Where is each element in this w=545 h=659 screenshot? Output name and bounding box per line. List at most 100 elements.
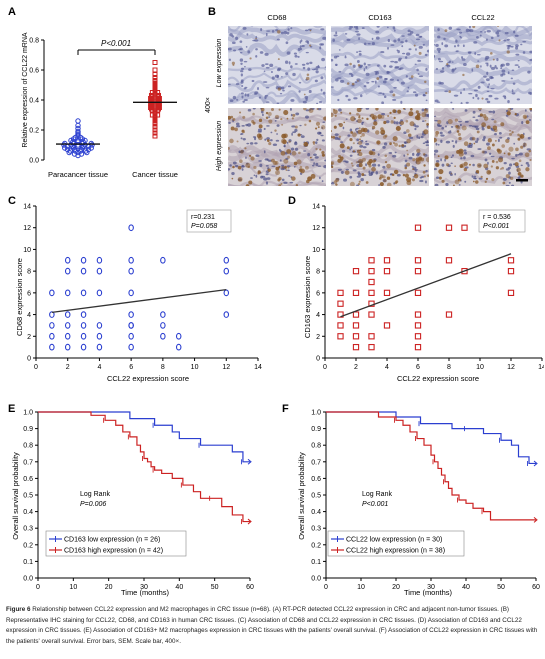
curve-end-marker — [247, 458, 252, 465]
data-point — [337, 322, 344, 329]
y-tick-label: 0 — [27, 356, 31, 363]
y-tick-label: 2 — [27, 334, 31, 341]
data-point — [368, 343, 375, 351]
data-point — [352, 289, 360, 297]
x-tick-label: 10 — [69, 584, 77, 591]
x-tick-label: 40 — [462, 584, 470, 591]
y-tick-label: 0.9 — [311, 426, 321, 433]
x-tick-label: 30 — [140, 584, 148, 591]
data-point — [160, 332, 166, 340]
x-tick-label: 14 — [254, 364, 262, 371]
y-tick-label: 10 — [312, 247, 320, 254]
y-tick-label: 1.0 — [311, 410, 321, 417]
data-points — [56, 60, 177, 159]
data-point — [414, 224, 422, 231]
y-tick-label: 1.0 — [23, 410, 33, 417]
data-point — [414, 311, 422, 318]
cancer-point — [152, 67, 158, 73]
data-point — [352, 343, 360, 351]
x-tick-label: 8 — [447, 364, 451, 371]
x-tick-label: 6 — [416, 364, 420, 371]
data-point — [223, 311, 230, 318]
data-point — [383, 322, 391, 329]
y-tick-label: 0.6 — [311, 476, 321, 483]
data-point — [383, 289, 391, 297]
data-point — [352, 311, 360, 318]
data-point — [64, 289, 71, 297]
y-tick-label: 0.7 — [23, 459, 33, 466]
curve-end-marker — [247, 518, 252, 525]
panel-letter: D — [288, 195, 296, 207]
ihc-image-cd163-low — [329, 24, 441, 105]
y-tick-label: 0.0 — [29, 158, 39, 165]
y-tick-label: 0.3 — [23, 526, 33, 533]
trend-line — [51, 288, 227, 314]
data-point — [368, 257, 375, 264]
scale-bar — [516, 179, 528, 182]
cancer-point — [152, 130, 158, 136]
y-tick-label: 0.3 — [311, 526, 321, 533]
y-axis-label: CD68 expression score — [15, 258, 24, 336]
data-point — [507, 289, 515, 297]
curve-end-marker — [533, 517, 538, 523]
data-point — [352, 267, 360, 275]
figure-caption: Figure 6 Relationship between CCL22 expr… — [6, 605, 539, 647]
data-point — [223, 256, 230, 264]
y-tick-label: 4 — [27, 312, 31, 319]
y-tick-label: 0.1 — [311, 559, 321, 566]
y-tick-label: 0.5 — [311, 493, 321, 500]
legend-box — [327, 530, 465, 557]
cancer-point — [152, 60, 158, 65]
cancer-point — [152, 121, 158, 127]
data-point — [96, 267, 103, 275]
r-value: r = 0.536 — [483, 214, 511, 221]
p-value: P<0.001 — [483, 223, 509, 230]
y-tick-label: 0.2 — [311, 542, 321, 549]
stats-box — [186, 209, 232, 233]
legend-label-high: CCL22 high expression (n = 38) — [346, 548, 445, 555]
y-tick-label: 2 — [316, 334, 320, 341]
data-point — [445, 224, 453, 231]
ihc-image-cd163-high — [329, 106, 441, 188]
data-point — [445, 311, 453, 318]
x-tick-label: 12 — [222, 364, 230, 371]
panel-d-chart: D 00 2 2 4 4 6 6 8 8 10 10 12 12 14 14 r = 0.536 P<0.0… — [288, 195, 544, 383]
data-point — [337, 333, 344, 340]
x-tick-label: 0 — [324, 584, 328, 591]
data-point — [64, 322, 71, 329]
y-tick-label: 0.2 — [23, 542, 33, 549]
y-tick-label: 14 — [23, 204, 31, 211]
y-tick-label: 4 — [316, 312, 320, 319]
data-point — [337, 289, 344, 297]
group-label: Cancer tissue — [132, 170, 178, 179]
data-point — [414, 322, 422, 329]
y-axis-label: CD163 expression score — [303, 256, 312, 338]
paracancer-point — [88, 145, 94, 151]
y-axis: 0.0 0.2 0.4 0.6 0.8 — [29, 38, 45, 165]
data-point — [368, 267, 375, 275]
caption-text: Relationship between CCL22 expression an… — [6, 606, 538, 645]
data-point — [128, 267, 134, 275]
data-point — [160, 322, 166, 329]
data-point — [80, 311, 87, 318]
ihc-image-cd68-low — [226, 19, 338, 107]
low-expression-curve — [38, 411, 250, 463]
column-label: CD68 — [267, 13, 286, 22]
x-tick-label: 2 — [354, 364, 358, 371]
panel-letter: A — [8, 6, 16, 18]
data-point — [160, 311, 166, 318]
data-point — [128, 256, 134, 264]
x-axis-label: CCL22 expression score — [107, 374, 189, 383]
y-tick-label: 0.8 — [29, 38, 39, 45]
y-tick-label: 6 — [316, 290, 320, 297]
panel-c-chart: C 00 2 2 4 4 6 6 8 8 10 10 12 12 14 14 r=0.231 P=0.058… — [8, 195, 262, 383]
paracancer-point — [75, 122, 81, 129]
magnification-label: 400× — [205, 97, 212, 113]
y-axis-label: Overall survival probability — [297, 452, 306, 540]
paracancer-point — [62, 145, 68, 151]
column-label: CD163 — [368, 13, 391, 22]
data-point — [64, 343, 71, 351]
x-tick-label: 50 — [497, 584, 505, 591]
log-rank-label: Log Rank — [362, 491, 392, 498]
data-point — [64, 332, 71, 340]
